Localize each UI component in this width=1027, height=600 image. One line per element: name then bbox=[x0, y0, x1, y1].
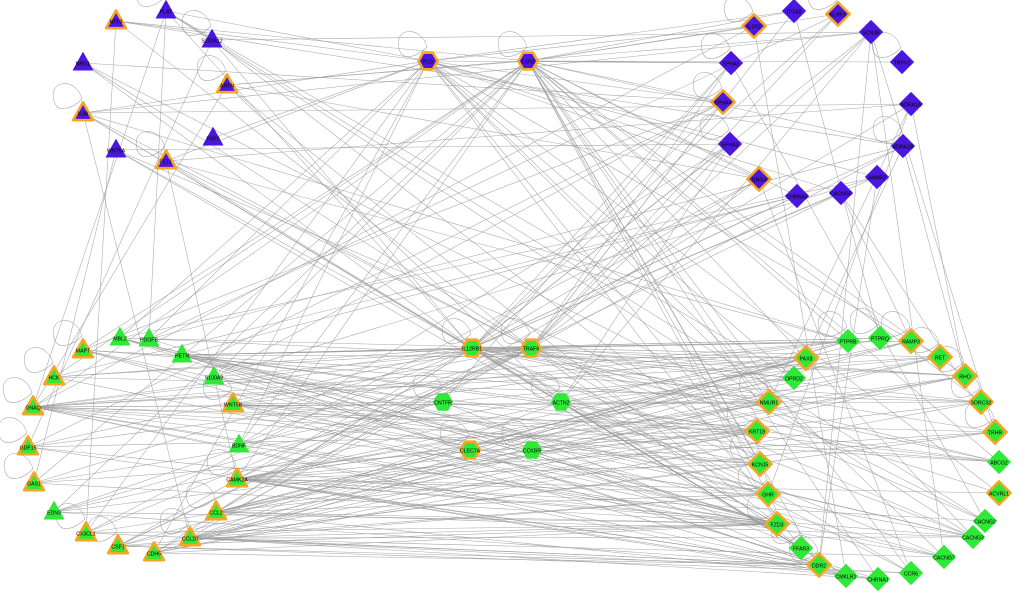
svg-text:RHO: RHO bbox=[959, 374, 971, 380]
svg-text:SORCS2: SORCS2 bbox=[970, 400, 991, 406]
svg-text:CACNG7: CACNG7 bbox=[933, 555, 955, 561]
svg-text:CAMK2A: CAMK2A bbox=[226, 477, 248, 483]
svg-text:PLG: PLG bbox=[423, 59, 433, 65]
svg-text:CSF1: CSF1 bbox=[111, 544, 124, 550]
svg-text:PLAT: PLAT bbox=[160, 9, 173, 15]
svg-text:GAS1: GAS1 bbox=[27, 481, 41, 487]
svg-text:CHRNA5: CHRNA5 bbox=[786, 194, 807, 200]
svg-text:ADRA1A: ADRA1A bbox=[901, 102, 922, 108]
svg-text:KCNJ5: KCNJ5 bbox=[752, 462, 769, 468]
svg-text:GDF15: GDF15 bbox=[20, 445, 37, 451]
svg-text:S100A12: S100A12 bbox=[201, 38, 222, 44]
svg-text:OPRD2: OPRD2 bbox=[785, 376, 803, 382]
svg-text:RET: RET bbox=[935, 355, 946, 361]
svg-text:EPHA3: EPHA3 bbox=[721, 142, 738, 148]
svg-text:NTF3: NTF3 bbox=[110, 19, 123, 25]
svg-text:TRAF6: TRAF6 bbox=[523, 346, 540, 352]
svg-text:GNG4: GNG4 bbox=[752, 177, 767, 183]
svg-text:IL34: IL34 bbox=[78, 111, 88, 117]
svg-text:CCR6: CCR6 bbox=[904, 571, 918, 577]
svg-text:GNAQ: GNAQ bbox=[25, 405, 40, 411]
svg-text:NMUR1: NMUR1 bbox=[760, 400, 779, 406]
svg-text:EDN3: EDN3 bbox=[47, 510, 61, 516]
svg-text:CACNG3: CACNG3 bbox=[962, 535, 984, 541]
svg-text:FGF2: FGF2 bbox=[206, 136, 219, 142]
svg-text:DDR2: DDR2 bbox=[812, 563, 826, 569]
svg-text:TRHR: TRHR bbox=[988, 430, 1003, 436]
svg-text:CDH5: CDH5 bbox=[147, 551, 161, 557]
svg-text:FLT1: FLT1 bbox=[160, 159, 172, 165]
svg-text:ABCG2: ABCG2 bbox=[990, 460, 1008, 466]
svg-text:ARTN: ARTN bbox=[220, 83, 234, 89]
svg-text:IL1R2: IL1R2 bbox=[747, 24, 761, 30]
svg-text:SCN3B: SCN3B bbox=[862, 30, 880, 36]
svg-text:RETN: RETN bbox=[175, 353, 189, 359]
svg-text:CLEC7A: CLEC7A bbox=[460, 448, 481, 454]
svg-text:PDGFB: PDGFB bbox=[140, 337, 158, 343]
svg-text:CACNG5: CACNG5 bbox=[830, 191, 852, 197]
svg-text:EPHA4: EPHA4 bbox=[714, 100, 731, 106]
svg-text:CHRNA1: CHRNA1 bbox=[867, 577, 888, 583]
svg-text:EPHA5: EPHA5 bbox=[722, 61, 739, 67]
svg-text:NRG1: NRG1 bbox=[76, 61, 91, 67]
svg-text:KRT18: KRT18 bbox=[749, 429, 765, 435]
svg-text:S100A9: S100A9 bbox=[205, 375, 224, 381]
svg-text:ADRA1B: ADRA1B bbox=[893, 144, 914, 150]
svg-text:MBL2: MBL2 bbox=[113, 336, 127, 342]
svg-text:CCL2: CCL2 bbox=[209, 510, 222, 516]
svg-text:PTPRQ: PTPRQ bbox=[871, 336, 889, 342]
svg-text:KLRF1: KLRF1 bbox=[830, 12, 846, 18]
svg-text:ESR2: ESR2 bbox=[521, 59, 535, 65]
svg-text:CCKBR: CCKBR bbox=[523, 448, 541, 454]
svg-text:AMHR2: AMHR2 bbox=[868, 175, 886, 181]
svg-text:ITGA8: ITGA8 bbox=[787, 9, 802, 15]
svg-text:HCK: HCK bbox=[49, 375, 60, 381]
svg-text:CCL20: CCL20 bbox=[182, 536, 198, 542]
svg-text:FZD3: FZD3 bbox=[771, 522, 784, 528]
svg-text:RAMP3: RAMP3 bbox=[902, 339, 920, 345]
svg-text:BDNF: BDNF bbox=[232, 443, 246, 449]
svg-text:CACNG2: CACNG2 bbox=[974, 519, 996, 525]
svg-text:WNT5A: WNT5A bbox=[107, 148, 126, 154]
svg-text:WNT5B: WNT5B bbox=[224, 402, 243, 408]
svg-text:MAPT: MAPT bbox=[76, 348, 91, 354]
svg-text:IL12RB1: IL12RB1 bbox=[462, 346, 482, 352]
svg-text:ACTN2: ACTN2 bbox=[552, 400, 569, 406]
svg-text:CNTFR: CNTFR bbox=[434, 400, 452, 406]
svg-text:FFAR3: FFAR3 bbox=[793, 546, 809, 552]
svg-text:ACVRL1: ACVRL1 bbox=[989, 491, 1009, 497]
svg-text:PTPRB: PTPRB bbox=[839, 339, 857, 345]
svg-text:GHR: GHR bbox=[762, 492, 774, 498]
svg-text:TRPV1: TRPV1 bbox=[894, 60, 911, 66]
svg-text:PAX8: PAX8 bbox=[800, 356, 813, 362]
svg-text:CMKLR1: CMKLR1 bbox=[835, 574, 856, 580]
svg-text:CX3CL1: CX3CL1 bbox=[76, 531, 96, 537]
